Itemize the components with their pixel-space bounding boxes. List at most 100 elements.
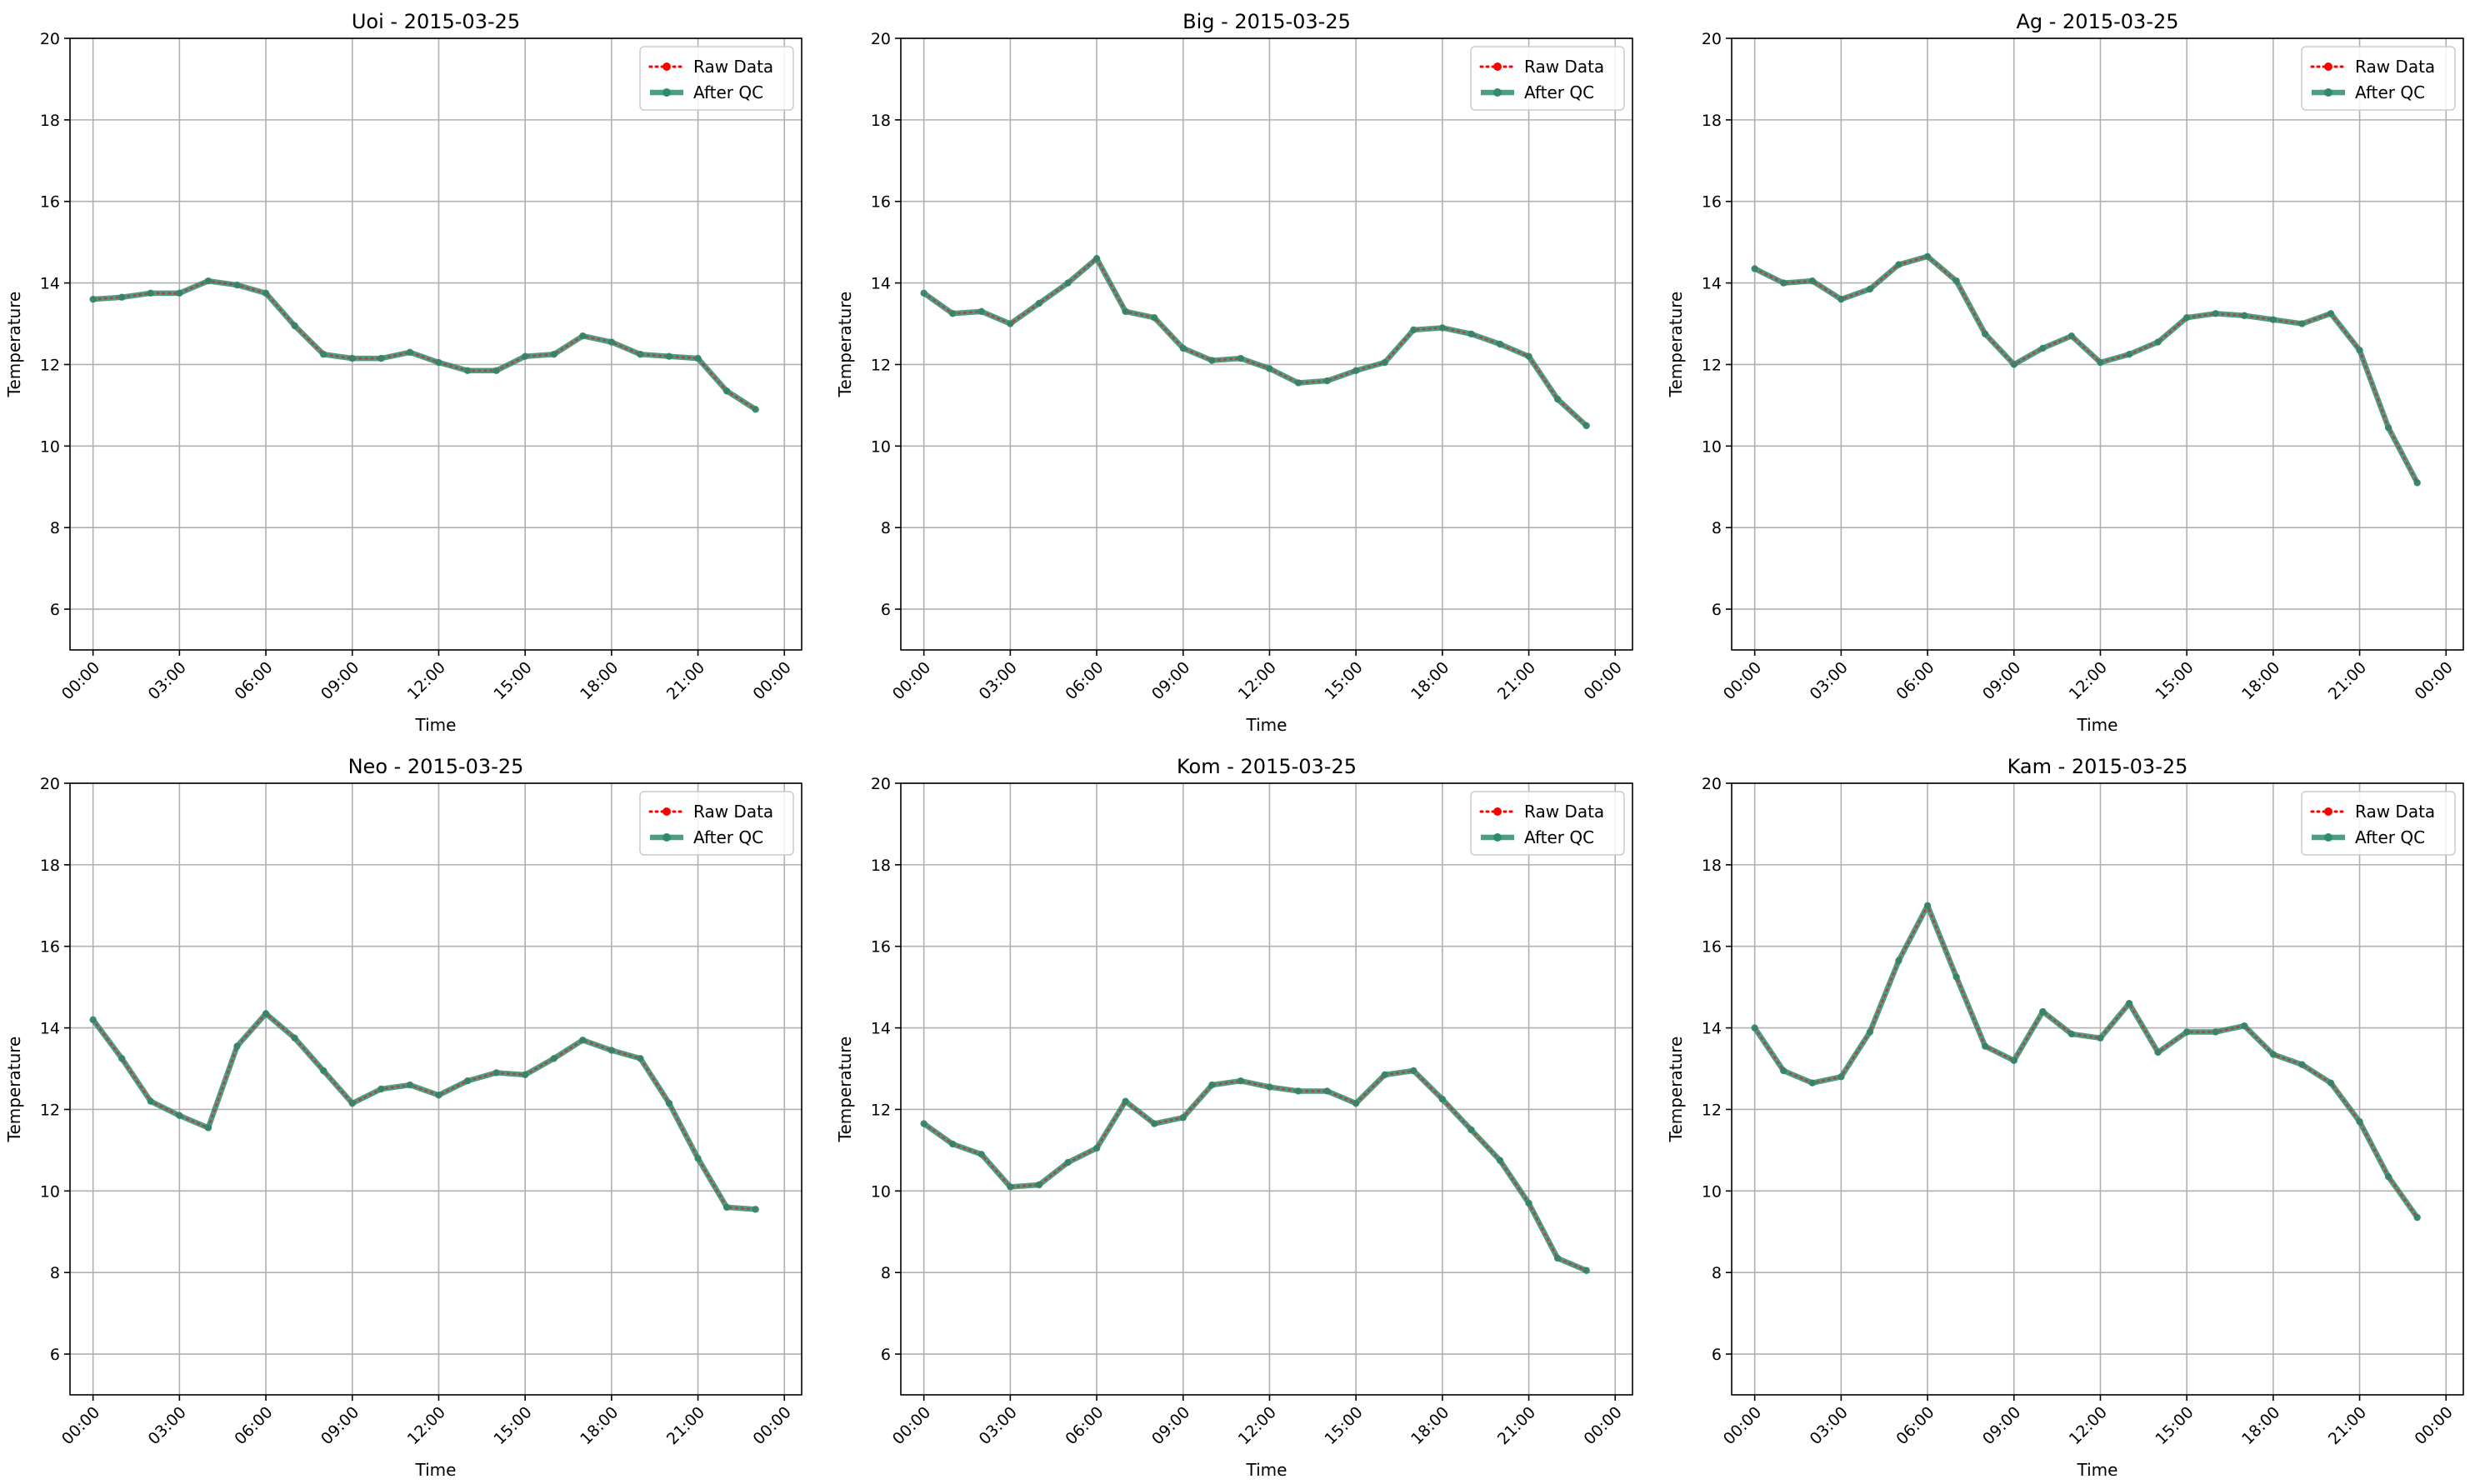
legend-marker-raw-data (662, 62, 671, 71)
legend-label-raw-data: Raw Data (693, 57, 773, 77)
data-point-after-qc (1352, 1099, 1360, 1107)
y-tick-label: 14 (871, 1020, 891, 1038)
data-point-after-qc (1553, 395, 1562, 403)
legend-label-after-qc: After QC (2355, 82, 2425, 102)
y-tick-label: 14 (40, 275, 60, 293)
y-tick-label: 16 (871, 938, 891, 957)
legend-marker-after-qc (2324, 88, 2332, 97)
data-point-after-qc (118, 1055, 126, 1062)
legend-label-after-qc: After QC (1524, 827, 1594, 847)
data-point-after-qc (1150, 313, 1158, 322)
data-point-after-qc (949, 310, 957, 317)
data-point-after-qc (1496, 1157, 1504, 1164)
x-tick-label: 15:00 (490, 1403, 535, 1448)
y-tick-label: 6 (881, 601, 891, 619)
data-point-after-qc (1468, 1126, 1475, 1134)
x-tick-label: 21:00 (1494, 1403, 1539, 1448)
data-point-after-qc (752, 1206, 759, 1213)
data-point-after-qc (2182, 313, 2191, 322)
data-point-after-qc (1981, 1042, 1989, 1050)
data-point-after-qc (637, 351, 644, 358)
y-axis-label: Temperature (4, 1037, 24, 1143)
x-tick-label: 12:00 (404, 658, 449, 703)
axes-frame (900, 37, 1633, 651)
data-point-after-qc (2356, 347, 2363, 354)
y-tick-label: 6 (50, 1346, 60, 1364)
x-tick-label: 21:00 (2325, 1403, 2370, 1448)
chart-title: Uoi - 2015-03-25 (352, 10, 520, 33)
y-tick-label: 16 (1702, 938, 1722, 957)
x-tick-label: 09:00 (1148, 658, 1193, 703)
data-point-after-qc (1092, 255, 1101, 262)
data-point-after-qc (1981, 330, 1989, 337)
data-point-after-qc (176, 289, 183, 297)
data-point-after-qc (435, 358, 442, 367)
data-point-after-qc (637, 1055, 644, 1062)
data-point-after-qc (1780, 279, 1788, 287)
data-point-after-qc (2125, 351, 2133, 358)
data-point-after-qc (1895, 261, 1902, 268)
plot-area (1732, 783, 2463, 1395)
data-point-after-qc (2154, 338, 2162, 346)
y-tick-label: 14 (1702, 275, 1722, 293)
x-tick-label: 00:00 (889, 1403, 934, 1448)
data-point-after-qc (1952, 973, 1960, 981)
x-tick-label: 00:00 (750, 1403, 795, 1448)
data-point-after-qc (2384, 424, 2392, 432)
data-point-after-qc (2125, 1000, 2133, 1007)
data-point-after-qc (1923, 902, 1932, 910)
data-point-after-qc (2269, 316, 2278, 323)
data-point-after-qc (2212, 1028, 2219, 1036)
y-tick-label: 12 (40, 356, 60, 374)
data-point-after-qc (1237, 1077, 1245, 1085)
data-point-after-qc (1179, 344, 1187, 352)
x-tick-label: 00:00 (889, 658, 934, 703)
axes-frame (69, 37, 802, 651)
legend-marker-raw-data (1493, 807, 1502, 816)
x-tick-label: 15:00 (2152, 1403, 2197, 1448)
data-point-after-qc (579, 332, 587, 340)
x-tick-label: 06:00 (231, 658, 276, 703)
x-tick-label: 12:00 (1235, 1403, 1280, 1448)
data-point-after-qc (2298, 1061, 2306, 1068)
data-point-after-qc (2154, 1048, 2162, 1057)
legend: Raw Data After QC (2301, 46, 2456, 111)
x-axis-label: Time (415, 715, 457, 735)
data-point-after-qc (1410, 1067, 1418, 1075)
y-tick-label: 12 (40, 1101, 60, 1119)
chart-title: Big - 2015-03-25 (1182, 10, 1351, 33)
data-point-after-qc (262, 289, 270, 297)
data-point-after-qc (1751, 1024, 1758, 1032)
x-axis-label: Time (2077, 715, 2118, 735)
y-tick-label: 14 (1702, 1020, 1722, 1038)
legend: Raw Data After QC (2301, 791, 2456, 856)
data-point-after-qc (1007, 320, 1014, 327)
data-point-after-qc (1381, 1071, 1388, 1079)
data-point-after-qc (1208, 1081, 1216, 1089)
data-point-after-qc (579, 1037, 587, 1044)
data-point-after-qc (406, 1081, 414, 1089)
legend-marker-after-qc (2324, 833, 2332, 842)
data-point-after-qc (2327, 1079, 2335, 1087)
x-axis-label: Time (415, 1460, 457, 1480)
chart-title: Kom - 2015-03-25 (1177, 755, 1357, 778)
data-point-after-qc (147, 289, 154, 297)
x-tick-label: 12:00 (2066, 1403, 2111, 1448)
data-point-after-qc (1266, 1083, 1273, 1091)
data-point-after-qc (2039, 344, 2047, 352)
data-point-after-qc (1122, 307, 1129, 316)
data-point-after-qc (89, 295, 97, 303)
data-point-after-qc (1381, 358, 1388, 367)
legend-marker-raw-data (662, 807, 671, 816)
legend: Raw Data After QC (1470, 46, 1625, 111)
x-tick-label: 06:00 (231, 1403, 276, 1448)
x-tick-label: 00:00 (58, 1403, 103, 1448)
y-tick-label: 10 (1702, 437, 1722, 456)
x-tick-label: 09:00 (318, 658, 362, 703)
x-tick-label: 18:00 (577, 658, 622, 703)
x-tick-label: 09:00 (318, 1403, 362, 1448)
data-point-after-qc (521, 352, 529, 360)
data-point-after-qc (1035, 299, 1043, 307)
data-point-after-qc (920, 289, 928, 297)
data-point-after-qc (492, 1069, 500, 1077)
